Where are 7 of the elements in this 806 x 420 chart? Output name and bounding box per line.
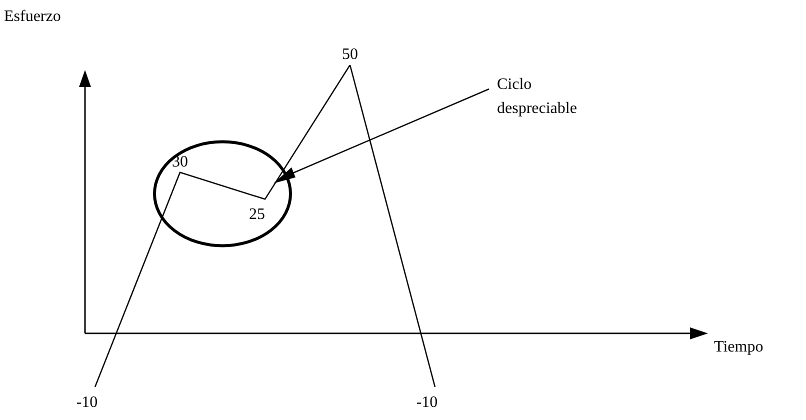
data-label: 50 — [342, 46, 358, 63]
text: Ciclo despreciable — [497, 75, 578, 119]
y-axis-title: Esfuerzo — [4, 8, 61, 25]
data-label: -10 — [76, 394, 98, 411]
text: Tiempo — [714, 338, 764, 356]
data-label: 25 — [249, 206, 265, 224]
data-label: -10 — [416, 394, 438, 411]
